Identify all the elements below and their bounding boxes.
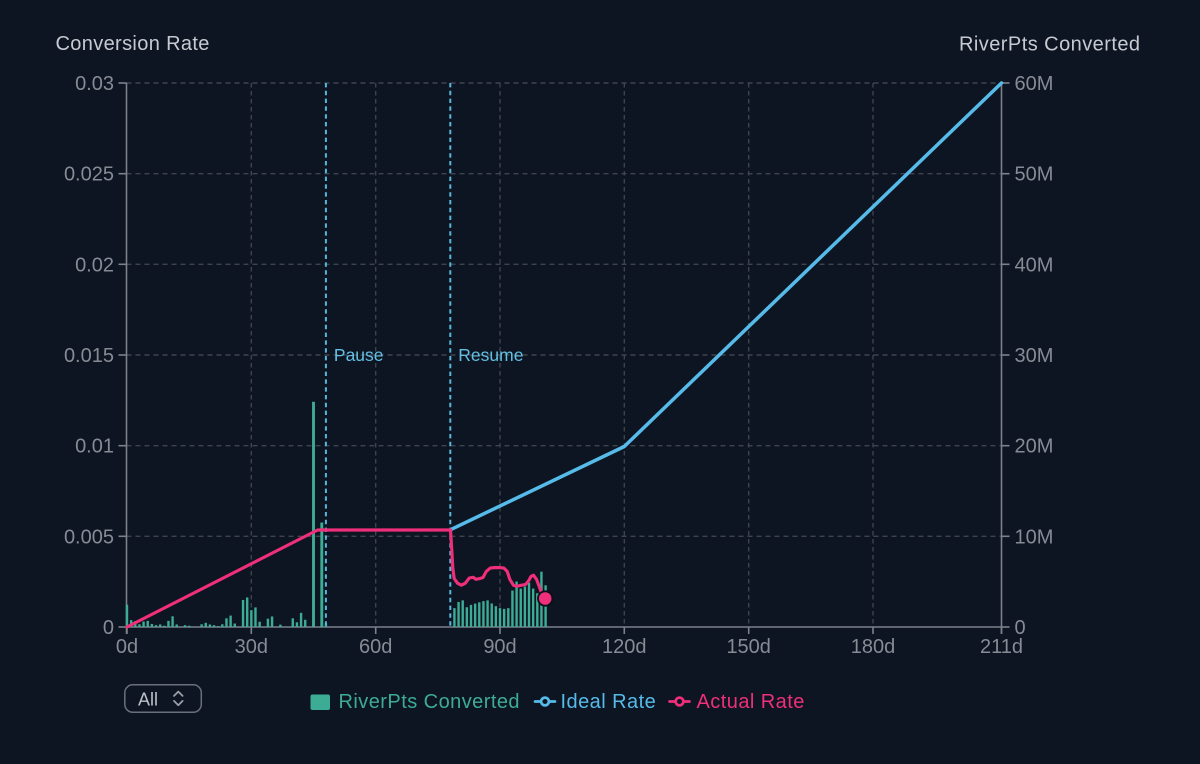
svg-text:120d: 120d — [602, 636, 647, 658]
svg-text:0.025: 0.025 — [64, 164, 114, 186]
svg-text:180d: 180d — [851, 636, 896, 658]
svg-text:Resume: Resume — [458, 345, 523, 365]
svg-text:Pause: Pause — [334, 345, 384, 365]
svg-text:60M: 60M — [1015, 73, 1054, 95]
svg-text:40M: 40M — [1015, 254, 1054, 276]
svg-text:90d: 90d — [483, 636, 516, 658]
svg-text:RiverPts Converted: RiverPts Converted — [959, 34, 1141, 56]
svg-text:0: 0 — [103, 617, 114, 639]
svg-text:30d: 30d — [235, 636, 268, 658]
svg-text:0d: 0d — [116, 636, 138, 658]
svg-text:Conversion Rate: Conversion Rate — [56, 33, 210, 55]
svg-text:0.02: 0.02 — [75, 254, 114, 276]
svg-text:0.03: 0.03 — [75, 73, 114, 95]
svg-text:20M: 20M — [1015, 436, 1054, 458]
svg-text:0.015: 0.015 — [64, 345, 114, 367]
svg-text:0: 0 — [1015, 617, 1026, 639]
svg-text:150d: 150d — [726, 636, 771, 658]
svg-text:30M: 30M — [1015, 345, 1054, 367]
svg-text:0.01: 0.01 — [75, 436, 114, 458]
svg-text:0.005: 0.005 — [64, 526, 114, 548]
svg-text:50M: 50M — [1015, 164, 1054, 186]
svg-text:211d: 211d — [980, 636, 1023, 658]
svg-text:Ideal Rate: Ideal Rate — [561, 691, 657, 713]
svg-text:RiverPts Converted: RiverPts Converted — [339, 691, 521, 713]
svg-text:Actual Rate: Actual Rate — [697, 691, 805, 713]
svg-text:10M: 10M — [1015, 526, 1054, 548]
svg-text:All: All — [138, 690, 158, 710]
svg-text:60d: 60d — [359, 636, 392, 658]
